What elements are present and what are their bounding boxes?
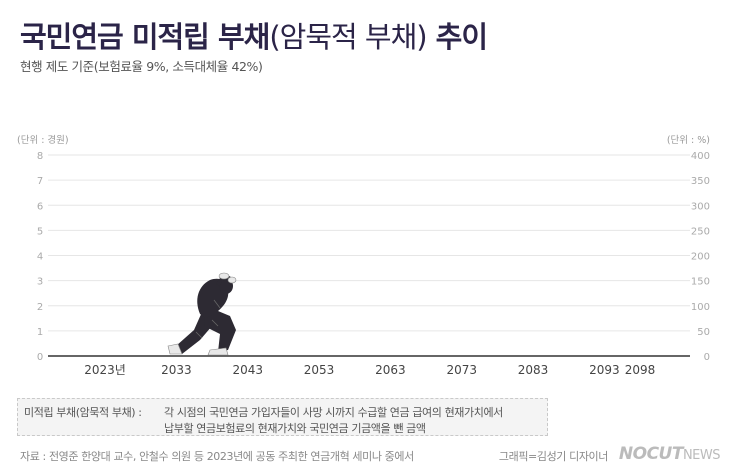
x-tick-label: 2023년	[84, 363, 126, 377]
right-tick-label: 150	[691, 277, 710, 288]
x-tick-label: 2073	[446, 363, 477, 377]
x-tick-label: 2098	[625, 363, 656, 377]
right-tick-label: 400	[691, 151, 710, 162]
left-tick-label: 5	[37, 226, 43, 237]
title-paren: (암묵적 부채)	[269, 20, 427, 54]
source-text: 자료 : 전영준 한양대 교수, 안철수 의원 등 2023년에 공동 주최한 …	[20, 450, 414, 463]
left-tick-label: 7	[37, 176, 43, 187]
right-axis-unit: (단위 : %)	[667, 134, 710, 146]
logo-thin: NEWS	[682, 448, 721, 463]
x-tick-label: 2063	[375, 363, 406, 377]
right-tick-label: 50	[697, 327, 710, 338]
left-tick-label: 6	[37, 201, 43, 212]
x-tick-label: 2053	[304, 363, 335, 377]
left-tick-label: 2	[37, 302, 43, 313]
note-line-1: 각 시점의 국민연금 가입자들이 사망 시까지 수급할 연금 급여의 현재가치에…	[164, 406, 503, 419]
note-line-2: 납부할 연금보험료의 현재가치와 국민연금 기금액을 뺀 금액	[164, 422, 426, 435]
right-tick-label: 300	[691, 201, 710, 212]
left-tick-label: 1	[37, 327, 43, 338]
nocut-news-logo: NOCUTNEWS	[618, 444, 721, 464]
logo-bold: NOCUT	[618, 444, 684, 464]
x-tick-label: 2083	[518, 363, 549, 377]
note-label: 미적립 부채(암묵적 부채) :	[24, 406, 142, 419]
right-tick-label: 0	[704, 352, 710, 363]
right-tick-label: 350	[691, 176, 710, 187]
left-tick-label: 0	[37, 352, 43, 363]
right-tick-label: 100	[691, 302, 710, 313]
x-tick-label: 2093	[589, 363, 620, 377]
right-tick-label: 200	[691, 252, 710, 263]
left-tick-label: 4	[37, 252, 43, 263]
title-main: 국민연금 미적립 부채	[20, 20, 270, 54]
left-tick-label: 3	[37, 277, 43, 288]
kneeling-despair-person-icon	[167, 272, 237, 356]
left-axis-unit: (단위 : 경원)	[17, 134, 69, 146]
definition-note: 미적립 부채(암묵적 부채) : 각 시점의 국민연금 가입자들이 사망 시까지…	[17, 398, 548, 436]
right-tick-label: 250	[691, 226, 710, 237]
chart-title: 국민연금 미적립 부채(암묵적 부채) 추이	[20, 14, 488, 56]
title-end: 추이	[426, 20, 488, 54]
x-tick-label: 2033	[161, 363, 192, 377]
chart-subtitle: 현행 제도 기준(보험료율 9%, 소득대체율 42%)	[20, 59, 263, 74]
graphic-credit: 그래픽=김성기 디자이너	[498, 450, 609, 463]
x-tick-label: 2043	[232, 363, 263, 377]
left-tick-label: 8	[37, 151, 43, 162]
